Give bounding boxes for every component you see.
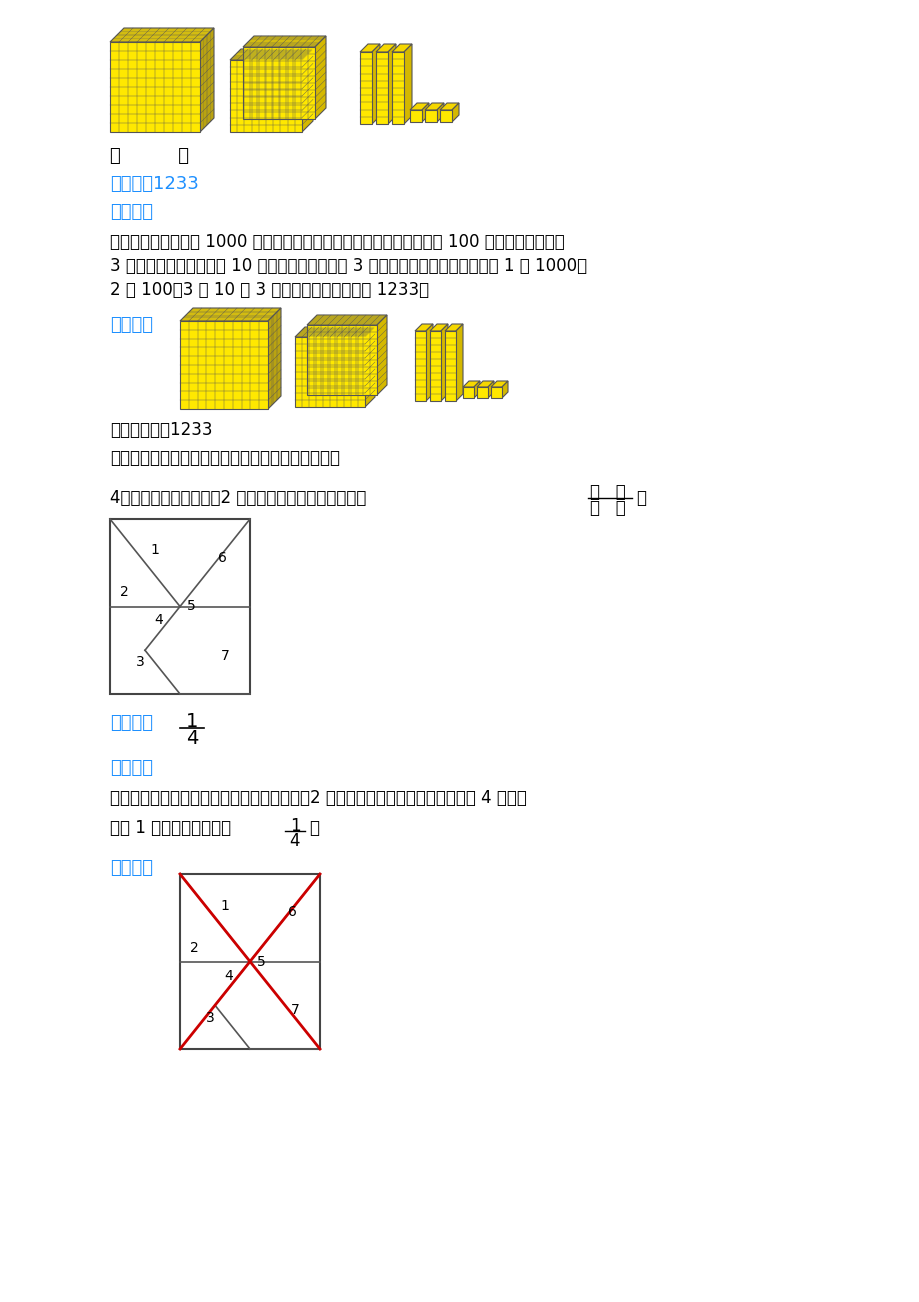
Polygon shape (473, 381, 480, 398)
Polygon shape (487, 381, 494, 398)
Polygon shape (243, 36, 325, 47)
Polygon shape (314, 36, 325, 118)
Text: 2: 2 (119, 586, 129, 599)
Bar (230, 60, 301, 132)
Bar (439, 109, 451, 122)
Text: （   ）: （ ） (589, 483, 625, 501)
Bar (243, 47, 314, 118)
Text: 1: 1 (150, 543, 159, 557)
Text: 2: 2 (189, 940, 199, 954)
Polygon shape (403, 44, 412, 124)
Polygon shape (359, 44, 380, 52)
Text: （          ）: （ ） (110, 147, 188, 165)
Text: 5: 5 (187, 599, 196, 613)
Text: 【答案】1233: 【答案】1233 (110, 174, 199, 193)
Text: 【答案】: 【答案】 (110, 713, 153, 732)
Polygon shape (371, 44, 380, 124)
Polygon shape (462, 381, 480, 387)
Text: 2 个 100、3 个 10 和 3 个一组成，这个数写作 1233。: 2 个 100、3 个 10 和 3 个一组成，这个数写作 1233。 (110, 281, 428, 299)
Text: 。: 。 (635, 490, 645, 506)
Text: 6: 6 (288, 905, 296, 919)
Text: 3: 3 (136, 655, 145, 669)
Polygon shape (180, 309, 280, 322)
Polygon shape (110, 29, 214, 42)
Text: 3 个较小长方体，每个由 10 个小正方体组成，有 3 个单独的小正方体。这个数由 1 个 1000、: 3 个较小长方体，每个由 10 个小正方体组成，有 3 个单独的小正方体。这个数… (110, 256, 586, 275)
Text: 【解析】: 【解析】 (110, 759, 153, 777)
Polygon shape (491, 381, 507, 387)
Bar (307, 326, 377, 395)
Polygon shape (230, 49, 312, 60)
Text: 1: 1 (221, 898, 229, 913)
Text: 1: 1 (186, 712, 198, 730)
Polygon shape (476, 381, 494, 387)
Polygon shape (440, 324, 448, 401)
Text: 4: 4 (224, 969, 233, 983)
Polygon shape (429, 324, 448, 331)
Polygon shape (377, 315, 387, 395)
Bar (414, 331, 425, 401)
Bar (376, 52, 388, 124)
Bar (491, 387, 502, 398)
Text: 7: 7 (290, 1004, 299, 1017)
Text: 【详解】: 【详解】 (110, 316, 153, 335)
Bar (425, 109, 437, 122)
Text: 【分析】大正方体由 1000 个小正方体组成；两个较大长方体，每个由 100 个小正方体组成，: 【分析】大正方体由 1000 个小正方体组成；两个较大长方体，每个由 100 个… (110, 233, 564, 251)
Text: 【详解】: 【详解】 (110, 859, 153, 878)
Polygon shape (422, 103, 428, 122)
Bar (445, 331, 456, 401)
Bar (391, 52, 403, 124)
Polygon shape (451, 103, 459, 122)
Polygon shape (425, 324, 433, 401)
Bar (295, 337, 365, 408)
Text: 其中 1 份，占整个图形的: 其中 1 份，占整个图形的 (110, 819, 231, 837)
Polygon shape (388, 44, 395, 124)
Bar (410, 109, 422, 122)
Polygon shape (437, 103, 444, 122)
Text: 。: 。 (309, 819, 319, 837)
Polygon shape (295, 327, 375, 337)
Polygon shape (445, 324, 462, 331)
Polygon shape (414, 324, 433, 331)
Text: 6: 6 (217, 551, 226, 565)
Polygon shape (199, 29, 214, 132)
Text: 4．在下面的七巧板中，2 号图形的面积占整个七巧板的: 4．在下面的七巧板中，2 号图形的面积占整个七巧板的 (110, 490, 366, 506)
Text: （   ）: （ ） (589, 499, 625, 517)
Bar (180, 322, 267, 409)
Text: 4: 4 (154, 613, 164, 628)
Polygon shape (410, 103, 428, 109)
Bar (110, 519, 250, 694)
Bar (110, 42, 199, 132)
Text: 这个数写作：1233: 这个数写作：1233 (110, 421, 212, 439)
Text: 7: 7 (221, 648, 229, 663)
Text: 1: 1 (289, 816, 300, 835)
Polygon shape (376, 44, 395, 52)
Text: 4: 4 (289, 832, 300, 850)
Polygon shape (425, 103, 444, 109)
Polygon shape (267, 309, 280, 409)
Text: 【分析】把整个正方形的面积看作一个整体，2 号图形相当于把整个图形平均分成 4 份中的: 【分析】把整个正方形的面积看作一个整体，2 号图形相当于把整个图形平均分成 4 … (110, 789, 527, 807)
Bar (462, 387, 473, 398)
Polygon shape (301, 49, 312, 132)
Polygon shape (439, 103, 459, 109)
Bar (180, 874, 320, 1049)
Bar (476, 387, 487, 398)
Polygon shape (307, 315, 387, 326)
Text: 【点睛】本题主要考查学生对整数读写知识的掌握。: 【点睛】本题主要考查学生对整数读写知识的掌握。 (110, 449, 340, 467)
Bar (359, 52, 371, 124)
Text: 5: 5 (256, 954, 266, 969)
Polygon shape (365, 327, 375, 408)
Polygon shape (391, 44, 412, 52)
Text: 4: 4 (186, 729, 198, 749)
Text: 3: 3 (206, 1010, 215, 1025)
Text: 【解析】: 【解析】 (110, 203, 153, 221)
Polygon shape (502, 381, 507, 398)
Bar (429, 331, 440, 401)
Polygon shape (456, 324, 462, 401)
